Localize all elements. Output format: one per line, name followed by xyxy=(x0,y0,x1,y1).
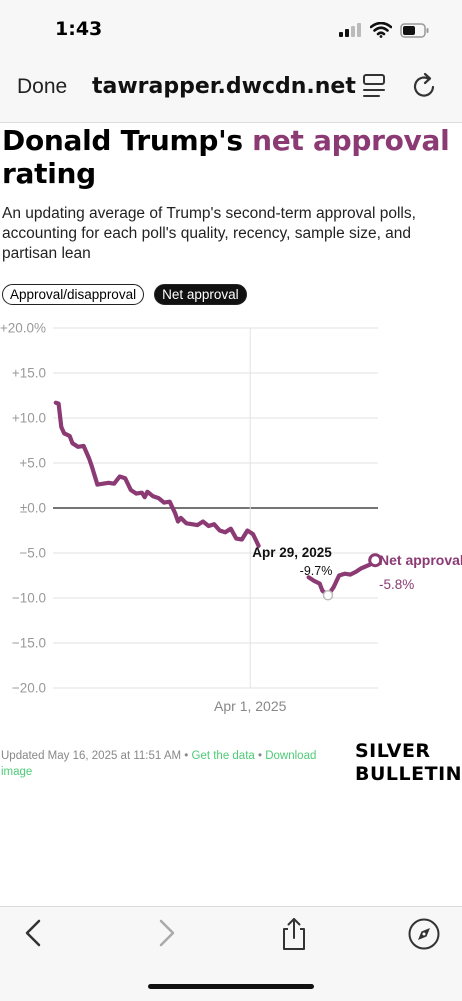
download-image-link[interactable]: Download image xyxy=(1,750,317,778)
status-icons xyxy=(338,22,430,38)
y-tick-label: +15.0 xyxy=(12,366,46,381)
y-tick-label: ±0.0 xyxy=(20,501,46,516)
battery-icon xyxy=(400,22,429,38)
annotation-date-label: Apr 29, 2025 xyxy=(252,545,332,560)
browser-nav-bar: Done tawrapper.dwcdn.net xyxy=(0,60,462,123)
y-tick-label: +10.0 xyxy=(12,411,46,426)
y-tick-label: +20.0% xyxy=(0,321,46,336)
reader-mode-icon[interactable] xyxy=(362,72,388,100)
y-tick-label: −15.0 xyxy=(12,636,46,651)
title-highlight: net approval xyxy=(252,124,450,157)
series-end-marker xyxy=(368,553,383,568)
y-tick-label: −10.0 xyxy=(12,591,46,606)
toggle-approval-disapproval[interactable]: Approval/disapproval xyxy=(2,284,145,305)
get-data-link[interactable]: Get the data xyxy=(191,750,255,762)
toggle-net-approval[interactable]: Net approval xyxy=(154,284,247,305)
url-field[interactable]: tawrapper.dwcdn.net xyxy=(92,74,356,99)
y-tick-label: −20.0 xyxy=(12,681,46,696)
net-approval-chart: +20.0% +15.0 +10.0 +5.0 ±0.0 −5.0 −10.0 −15.0 −2… xyxy=(0,321,462,715)
brand-line-2: BULLETIN xyxy=(355,763,462,785)
annotation-marker xyxy=(322,590,334,601)
chart-title: Donald Trump's net approval rating xyxy=(2,124,458,190)
net-approval-line xyxy=(53,400,261,548)
x-tick-label: Apr 1, 2025 xyxy=(214,698,287,714)
series-label: Net approval xyxy=(379,552,462,568)
footer-separator: • xyxy=(254,750,266,762)
title-part1: Donald Trump's xyxy=(2,124,253,157)
status-bar: 1:43 xyxy=(0,0,462,60)
chart-subtitle: An updating average of Trump's second-te… xyxy=(2,205,416,262)
done-button[interactable]: Done xyxy=(17,75,68,98)
home-indicator xyxy=(148,984,314,989)
forward-icon[interactable] xyxy=(154,917,178,949)
reload-icon[interactable] xyxy=(412,72,438,100)
annotation-value-label: -9.7% xyxy=(300,564,333,578)
y-tick-label: +5.0 xyxy=(19,456,46,471)
footer-separator: • xyxy=(181,750,192,762)
series-end-value: -5.8% xyxy=(379,577,414,592)
status-time: 1:43 xyxy=(55,18,103,40)
compass-icon[interactable] xyxy=(407,917,441,951)
share-icon[interactable] xyxy=(279,917,309,951)
back-icon[interactable] xyxy=(22,917,46,949)
silver-bulletin-logo: SILVER BULLETIN xyxy=(355,740,462,786)
title-part2: rating xyxy=(2,157,96,190)
footer-note: Updated May 16, 2025 at 11:51 AM • Get t… xyxy=(1,748,346,780)
net-approval-line xyxy=(306,558,378,598)
y-tick-label: −5.0 xyxy=(19,546,46,561)
view-toggles: Approval/disapproval Net approval xyxy=(2,284,247,305)
cellular-signal-icon xyxy=(339,23,361,37)
updated-text: Updated May 16, 2025 at 11:51 AM xyxy=(1,750,182,762)
wifi-icon xyxy=(370,22,392,38)
brand-line-1: SILVER xyxy=(355,740,431,762)
